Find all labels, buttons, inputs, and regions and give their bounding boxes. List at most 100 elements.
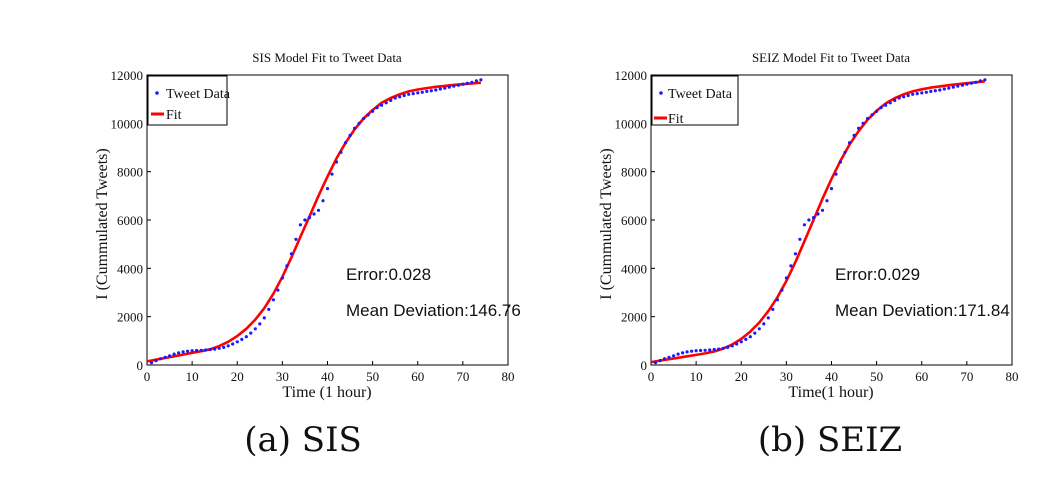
figure-caption: (a) SIS bbox=[244, 420, 362, 460]
tweet-data-point bbox=[411, 92, 415, 96]
x-axis: 0 10 20 30 40 50 60 70 80 bbox=[648, 361, 1019, 384]
y-tick-label: 0 bbox=[641, 358, 648, 373]
tweet-data-point bbox=[708, 348, 712, 352]
tweet-data-point bbox=[384, 101, 388, 105]
tweet-data-point bbox=[658, 359, 662, 363]
tweet-data-point bbox=[425, 89, 429, 93]
tweet-data-point bbox=[154, 359, 158, 363]
tweet-data-point bbox=[262, 316, 266, 320]
tweet-data-point bbox=[186, 349, 190, 353]
y-axis: 0 2000 4000 6000 8000 10000 12000 bbox=[615, 68, 655, 373]
tweet-data-point bbox=[969, 81, 974, 85]
tweet-data-point bbox=[231, 342, 235, 346]
fit-line bbox=[650, 80, 986, 364]
tweet-data-point bbox=[461, 82, 465, 86]
tweet-data-point bbox=[402, 93, 406, 98]
tweet-data-point bbox=[362, 116, 366, 121]
tweet-data-point bbox=[694, 349, 698, 353]
tweet-data-point bbox=[838, 160, 843, 164]
tweet-data-point bbox=[195, 348, 199, 353]
tweet-data-point bbox=[222, 345, 226, 349]
tweet-data-point bbox=[375, 106, 379, 110]
y-tick-label: 10000 bbox=[111, 116, 144, 131]
tweet-data-point bbox=[811, 216, 816, 220]
y-tick-label: 6000 bbox=[117, 213, 143, 228]
x-tick-label: 10 bbox=[186, 369, 199, 384]
fit-layer bbox=[146, 81, 482, 363]
tweet-data-point bbox=[929, 89, 933, 93]
tweet-data-point bbox=[875, 109, 879, 113]
tweet-data-point bbox=[730, 344, 734, 348]
tweet-data-point bbox=[429, 89, 433, 93]
x-axis: 0 10 20 30 40 50 60 70 80 bbox=[144, 361, 515, 384]
mean-deviation-annotation: Mean Deviation:171.84 bbox=[835, 301, 1010, 320]
tweet-data-point bbox=[852, 133, 856, 137]
tweet-data-point bbox=[820, 208, 825, 212]
tweet-data-point bbox=[960, 83, 965, 87]
tweet-data-point bbox=[965, 82, 969, 86]
x-tick-label: 30 bbox=[276, 369, 289, 384]
tweet-data-point bbox=[798, 237, 802, 241]
x-tick-label: 50 bbox=[870, 369, 883, 384]
tweet-data-point bbox=[168, 354, 172, 358]
tweet-data-point bbox=[866, 116, 870, 121]
tweet-data-point bbox=[802, 223, 807, 227]
tweet-data-point bbox=[235, 340, 239, 344]
tweet-data-point bbox=[249, 331, 253, 335]
fit-layer bbox=[650, 80, 986, 364]
tweet-data-point bbox=[465, 81, 469, 85]
tweet-data-point bbox=[208, 347, 212, 352]
legend-data-marker bbox=[155, 91, 159, 95]
tweet-data-point bbox=[307, 216, 312, 220]
tweet-data-point bbox=[956, 84, 960, 88]
tweet-data-point bbox=[879, 106, 883, 110]
points-layer bbox=[149, 78, 483, 365]
tweet-data-point bbox=[748, 335, 752, 339]
legend-entry-fit: Fit bbox=[166, 108, 182, 123]
tweet-data-point bbox=[276, 288, 280, 292]
tweet-data-point bbox=[721, 346, 725, 350]
tweet-data-point bbox=[213, 347, 217, 351]
tweet-data-point bbox=[924, 90, 928, 94]
tweet-data-point bbox=[771, 307, 775, 311]
x-tick-label: 30 bbox=[780, 369, 793, 384]
tweet-data-point bbox=[870, 113, 874, 117]
tweet-data-point bbox=[389, 98, 393, 102]
x-tick-label: 20 bbox=[231, 369, 244, 384]
x-tick-label: 60 bbox=[915, 369, 928, 384]
tweet-data-point bbox=[699, 348, 703, 353]
tweet-data-point bbox=[416, 91, 420, 95]
tweet-data-point bbox=[172, 352, 176, 356]
tweet-data-point bbox=[726, 345, 730, 349]
y-axis-label: I (Cummulated Tweets) bbox=[94, 148, 111, 299]
tweet-data-point bbox=[690, 349, 694, 353]
tweet-data-point bbox=[712, 347, 716, 352]
tweet-data-point bbox=[825, 199, 829, 203]
tweet-data-point bbox=[420, 90, 424, 94]
tweet-data-point bbox=[312, 212, 316, 216]
x-tick-label: 70 bbox=[960, 369, 973, 384]
error-annotation: Error:0.028 bbox=[346, 265, 431, 284]
y-tick-label: 4000 bbox=[621, 261, 647, 276]
y-tick-label: 8000 bbox=[117, 165, 143, 180]
tweet-data-point bbox=[443, 86, 447, 90]
tweet-data-point bbox=[893, 98, 897, 102]
tweet-data-point bbox=[784, 276, 789, 280]
tweet-data-point bbox=[298, 223, 302, 227]
y-axis: 0 2000 4000 6000 8000 10000 12000 bbox=[111, 68, 151, 373]
y-tick-label: 6000 bbox=[621, 213, 647, 228]
tweet-data-point bbox=[888, 101, 892, 105]
y-tick-label: 12000 bbox=[111, 68, 144, 83]
tweet-data-point bbox=[334, 160, 339, 164]
tweet-data-point bbox=[816, 212, 820, 216]
tweet-data-point bbox=[951, 85, 955, 89]
x-tick-label: 0 bbox=[648, 369, 655, 384]
tweet-data-point bbox=[915, 92, 919, 96]
x-tick-label: 80 bbox=[1006, 369, 1019, 384]
tweet-data-point bbox=[717, 347, 721, 351]
tweet-data-point bbox=[766, 316, 770, 320]
tweet-data-point bbox=[653, 361, 658, 365]
y-tick-label: 8000 bbox=[621, 165, 647, 180]
tweet-data-point bbox=[177, 351, 181, 355]
y-tick-label: 2000 bbox=[117, 310, 143, 325]
